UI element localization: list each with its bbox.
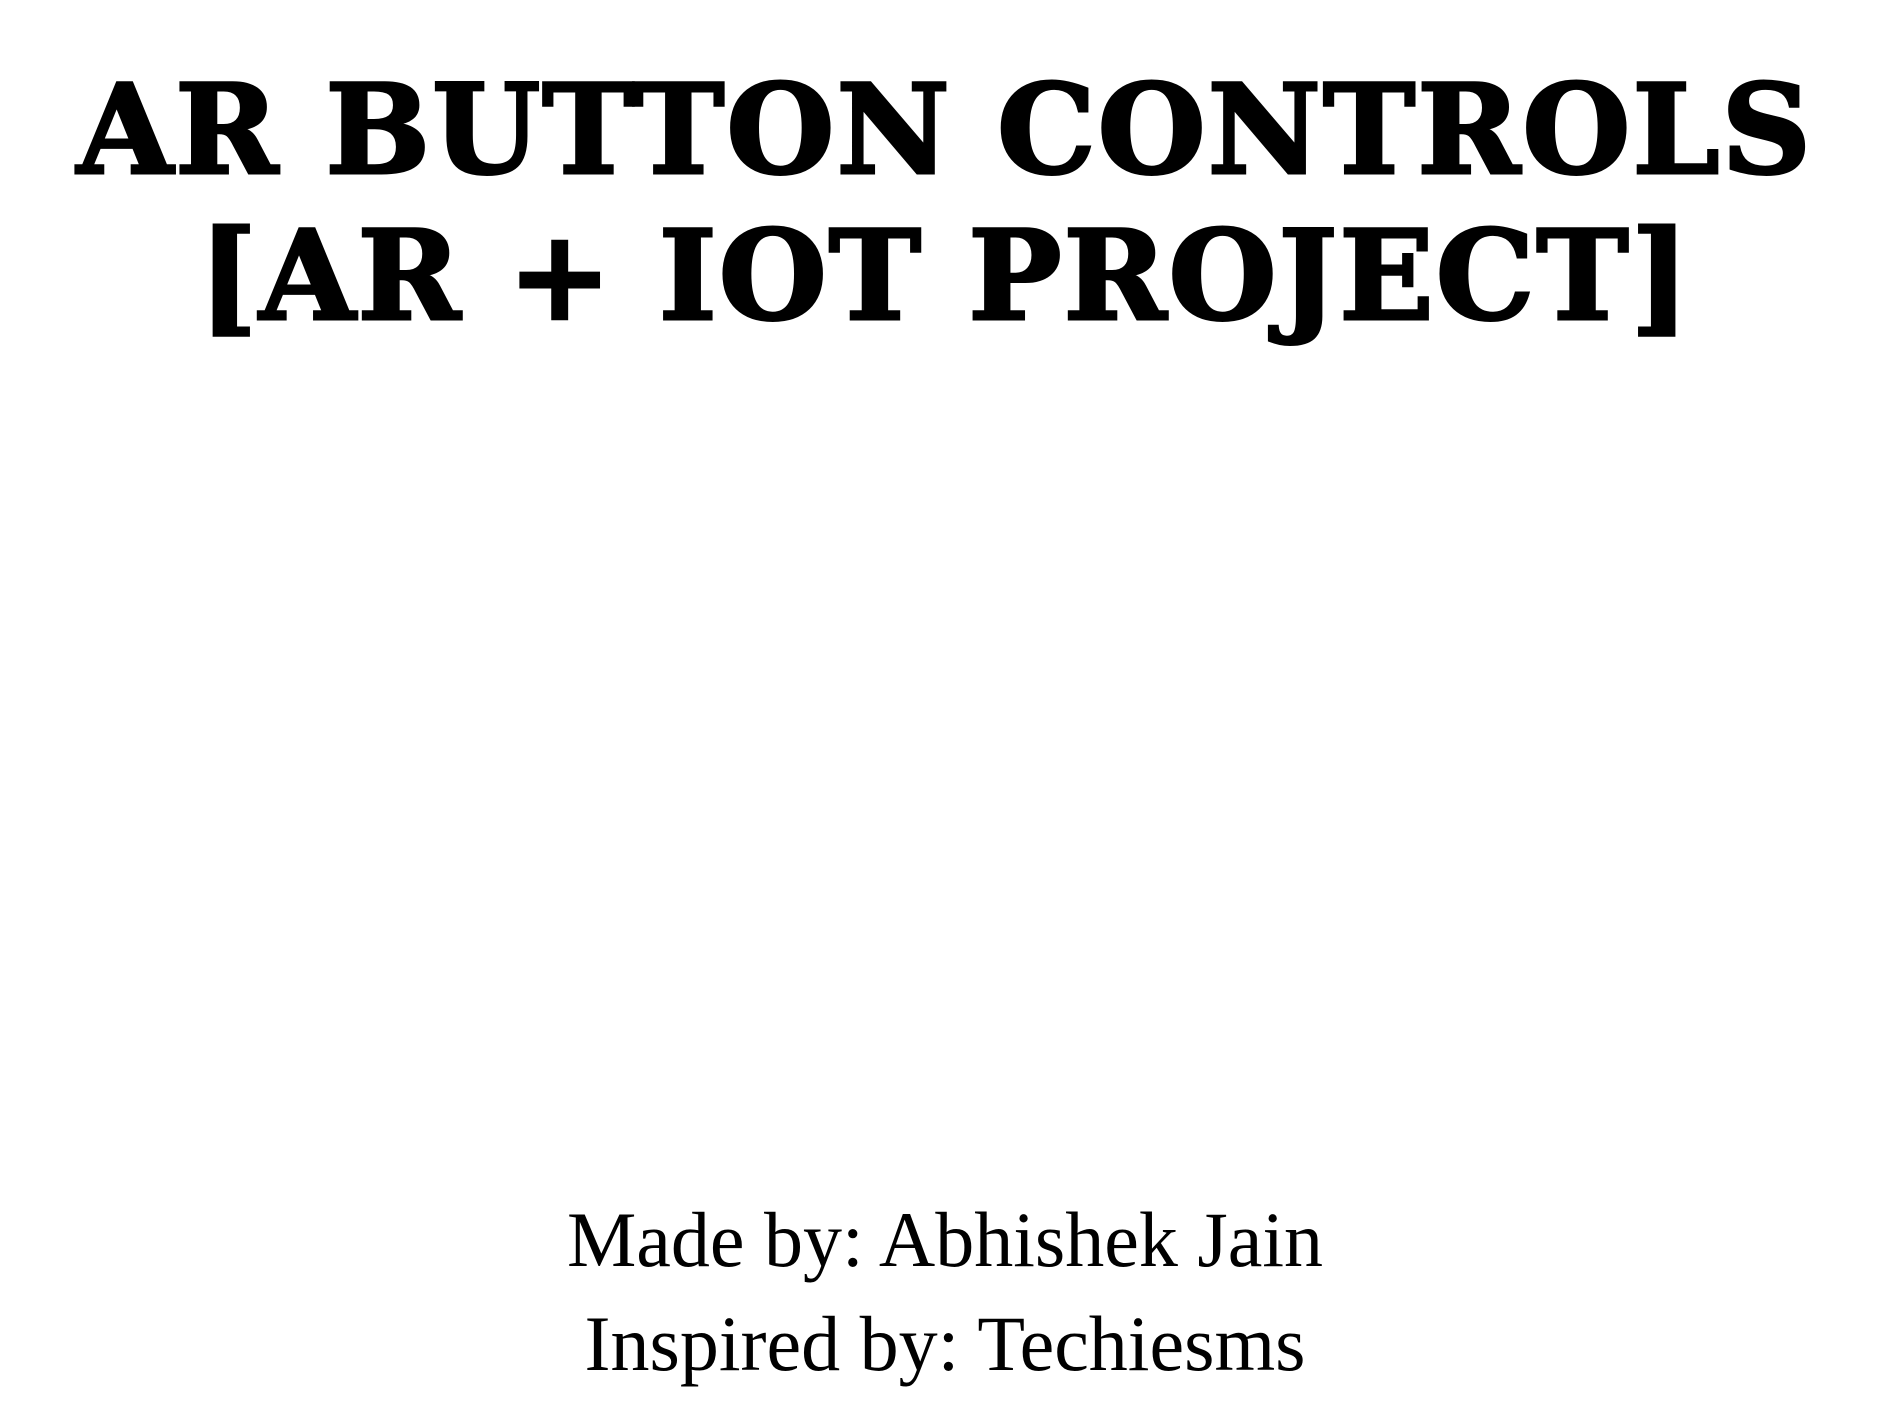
- credits: Made by: Abhishek Jain Inspired by: Tech…: [0, 1188, 1890, 1396]
- inspired-by-text: Inspired by: Techiesms: [584, 1300, 1306, 1387]
- title-line-2: [AR + IOT PROJECT]: [197, 203, 1692, 351]
- made-by-text: Made by: Abhishek Jain: [566, 1196, 1324, 1283]
- page-title: AR BUTTON CONTROLS [AR + IOT PROJECT]: [0, 57, 1890, 351]
- title-line-1: AR BUTTON CONTROLS: [75, 57, 1814, 205]
